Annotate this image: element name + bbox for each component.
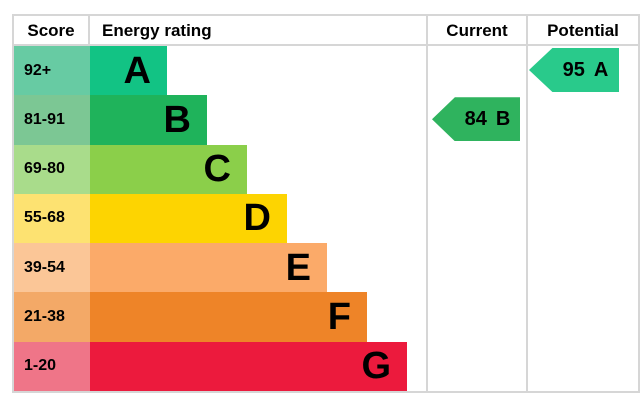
score-cell-E: 39-54 <box>14 243 90 293</box>
potential-rating-band-letter: A <box>593 59 609 81</box>
band-bar-E: E <box>90 243 327 293</box>
band-bar-C: C <box>90 144 247 194</box>
score-cell-F: 21-38 <box>14 292 90 342</box>
potential-rating-arrow: 95 A <box>529 48 619 92</box>
epc-chart-table: Score 92+ 81-91 69-80 55-68 39-54 21-38 1-20 E… <box>12 14 640 393</box>
band-row-D: D <box>90 193 426 244</box>
score-cell-A: 92+ <box>14 46 90 96</box>
score-cell-C: 69-80 <box>14 144 90 194</box>
score-cell-G: 1-20 <box>14 341 90 391</box>
band-row-C: C <box>90 144 426 194</box>
band-bar-D: D <box>90 193 287 244</box>
score-cell-D: 55-68 <box>14 193 90 244</box>
band-bar-F: F <box>90 292 367 342</box>
band-row-G: G <box>90 341 426 391</box>
potential-column: Potential 95 A <box>526 16 638 391</box>
band-row-B: B <box>90 95 426 145</box>
band-bar-B: B <box>90 95 207 145</box>
potential-rating-value: 95 <box>562 59 585 81</box>
potential-column-body: 95 A <box>528 46 638 391</box>
band-bar-A: A <box>90 46 167 96</box>
energy-rating-header: Energy rating <box>90 16 426 46</box>
band-row-A: A <box>90 46 426 96</box>
current-column: Current 84 B <box>426 16 526 391</box>
current-column-body: 84 B <box>428 46 526 391</box>
potential-header: Potential <box>528 16 638 46</box>
band-row-E: E <box>90 243 426 293</box>
score-header: Score <box>14 16 90 46</box>
current-rating-value: 84 <box>464 108 487 131</box>
current-header: Current <box>428 16 526 46</box>
band-bar-G: G <box>90 341 407 391</box>
score-column: Score 92+ 81-91 69-80 55-68 39-54 21-38 1-20 <box>14 16 90 391</box>
current-rating-arrow: 84 B <box>432 97 520 142</box>
current-rating-band-letter: B <box>495 108 511 131</box>
band-row-F: F <box>90 292 426 342</box>
score-cell-B: 81-91 <box>14 95 90 145</box>
score-column-body: 92+ 81-91 69-80 55-68 39-54 21-38 1-20 <box>14 46 90 391</box>
